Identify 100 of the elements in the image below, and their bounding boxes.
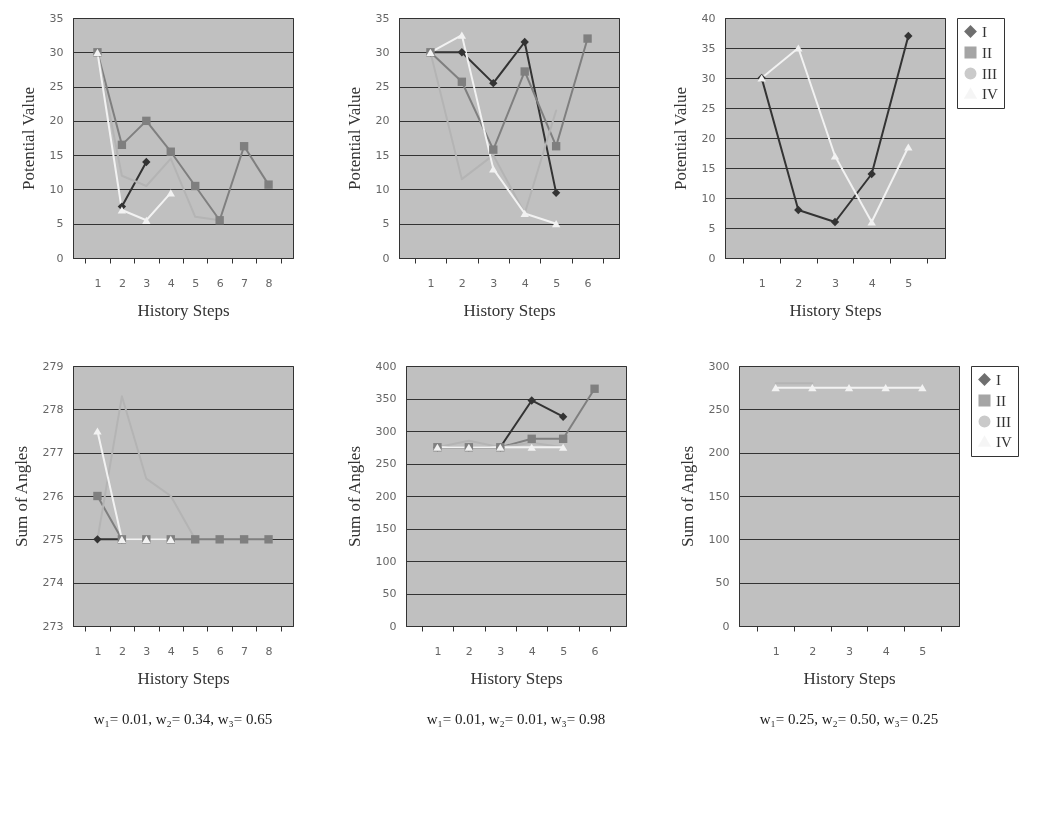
y-axis-title: Sum of Angles bbox=[677, 445, 697, 548]
y-tick-label: 15 bbox=[49, 148, 64, 162]
x-tick-label: 1 bbox=[94, 644, 102, 658]
x-tick-label: 2 bbox=[458, 276, 466, 290]
y-tick-label: 30 bbox=[701, 71, 716, 85]
x-axis-title: History Steps bbox=[463, 300, 556, 320]
y-tick-label: 250 bbox=[375, 457, 397, 470]
y-tick-label: 20 bbox=[49, 114, 64, 128]
y-tick-label: 250 bbox=[708, 402, 730, 416]
x-axis-title: History Steps bbox=[803, 668, 896, 688]
y-tick-label: 277 bbox=[42, 446, 64, 460]
y-tick-label: 100 bbox=[708, 532, 730, 546]
y-tick-label: 275 bbox=[42, 532, 64, 546]
x-tick-label: 1 bbox=[434, 644, 442, 658]
legend-label: IV bbox=[996, 433, 1012, 450]
x-tick-label: 1 bbox=[94, 276, 102, 290]
y-tick-label: 15 bbox=[701, 161, 716, 175]
x-tick-label: 6 bbox=[591, 644, 599, 658]
x-tick-label: 2 bbox=[118, 644, 126, 658]
x-tick-label: 4 bbox=[882, 644, 890, 658]
y-tick-label: 35 bbox=[375, 11, 390, 25]
text: w₁= 0.01, w₂= 0.01, w₃= 0.98 bbox=[426, 711, 606, 727]
x-tick-label: 4 bbox=[521, 276, 529, 290]
y-tick-label: 20 bbox=[701, 131, 716, 145]
y-tick-label: 274 bbox=[42, 576, 64, 590]
y-tick-label: 50 bbox=[382, 587, 397, 600]
x-tick-label: 5 bbox=[192, 644, 200, 658]
x-tick-label: 8 bbox=[265, 644, 273, 658]
x-axis-title: History Steps bbox=[789, 300, 882, 320]
y-tick-label: 200 bbox=[708, 446, 730, 460]
x-axis-title: History Steps bbox=[137, 300, 230, 320]
x-tick-label: 4 bbox=[868, 276, 876, 290]
y-tick-label: 0 bbox=[56, 251, 64, 265]
x-tick-label: 4 bbox=[528, 644, 536, 658]
x-tick-label: 4 bbox=[167, 644, 175, 658]
legend-label: II bbox=[982, 44, 992, 61]
x-tick-label: 5 bbox=[553, 276, 561, 290]
y-tick-label: 50 bbox=[715, 576, 730, 590]
x-tick-label: 3 bbox=[832, 276, 839, 290]
y-tick-label: 35 bbox=[49, 11, 64, 25]
y-tick-label: 25 bbox=[375, 80, 390, 94]
x-tick-label: 5 bbox=[919, 644, 927, 658]
x-tick-label: 5 bbox=[192, 276, 200, 290]
x-axis-title: History Steps bbox=[137, 668, 230, 688]
legend-label: I bbox=[982, 23, 987, 40]
y-tick-label: 0 bbox=[708, 251, 716, 265]
y-axis-title: Potential Value bbox=[18, 86, 38, 191]
y-tick-label: 30 bbox=[49, 45, 64, 59]
legend-label: II bbox=[996, 392, 1006, 409]
x-tick-label: 3 bbox=[143, 644, 151, 658]
y-tick-label: 30 bbox=[375, 45, 390, 59]
y-tick-label: 0 bbox=[722, 619, 730, 633]
y-tick-label: 20 bbox=[375, 114, 390, 128]
x-tick-label: 1 bbox=[427, 276, 435, 290]
x-tick-label: 6 bbox=[216, 276, 224, 290]
x-tick-label: 2 bbox=[465, 644, 473, 658]
y-axis-title: Potential Value bbox=[670, 86, 690, 191]
x-tick-label: 7 bbox=[241, 276, 249, 290]
y-tick-label: 200 bbox=[375, 489, 397, 503]
y-tick-label: 150 bbox=[375, 522, 397, 535]
y-tick-label: 0 bbox=[389, 619, 397, 633]
y-tick-label: 150 bbox=[708, 489, 730, 503]
y-tick-label: 10 bbox=[49, 182, 64, 196]
y-tick-label: 40 bbox=[701, 11, 716, 25]
x-tick-label: 3 bbox=[143, 276, 151, 290]
y-axis-title: Sum of Angles bbox=[11, 445, 31, 548]
y-tick-label: 100 bbox=[375, 554, 397, 568]
y-tick-label: 273 bbox=[42, 619, 64, 633]
legend-label: III bbox=[996, 413, 1011, 430]
legend-label: IV bbox=[982, 85, 998, 102]
x-tick-label: 3 bbox=[490, 276, 498, 290]
x-tick-label: 4 bbox=[167, 276, 175, 290]
legend-label: I bbox=[996, 371, 1001, 388]
text: w₁= 0.25, w₂= 0.50, w₃= 0.25 bbox=[759, 711, 939, 727]
x-tick-label: 6 bbox=[216, 644, 224, 658]
y-tick-label: 25 bbox=[701, 101, 716, 115]
y-axis-title: Potential Value bbox=[344, 86, 364, 191]
y-tick-label: 25 bbox=[49, 80, 64, 94]
y-tick-label: 5 bbox=[382, 217, 390, 231]
y-tick-label: 35 bbox=[701, 41, 716, 55]
x-tick-label: 6 bbox=[584, 276, 592, 290]
x-tick-label: 3 bbox=[846, 644, 853, 658]
x-tick-label: 5 bbox=[560, 644, 568, 658]
x-axis-title: History Steps bbox=[470, 668, 563, 688]
x-tick-label: 2 bbox=[809, 644, 817, 658]
x-tick-label: 3 bbox=[497, 644, 505, 658]
legend-label: III bbox=[982, 65, 997, 82]
text: w₁= 0.01, w₂= 0.34, w₃= 0.65 bbox=[93, 711, 273, 727]
x-tick-label: 1 bbox=[772, 644, 780, 658]
y-tick-label: 300 bbox=[708, 359, 730, 373]
y-tick-label: 278 bbox=[42, 402, 64, 416]
y-axis-title: Sum of Angles bbox=[344, 445, 364, 548]
y-tick-label: 279 bbox=[42, 359, 64, 373]
y-tick-label: 400 bbox=[375, 359, 397, 373]
x-tick-label: 2 bbox=[795, 276, 803, 290]
y-tick-label: 5 bbox=[708, 221, 716, 235]
y-tick-label: 350 bbox=[375, 392, 397, 405]
x-tick-label: 1 bbox=[758, 276, 766, 290]
x-tick-label: 5 bbox=[905, 276, 913, 290]
y-tick-label: 276 bbox=[42, 489, 64, 503]
